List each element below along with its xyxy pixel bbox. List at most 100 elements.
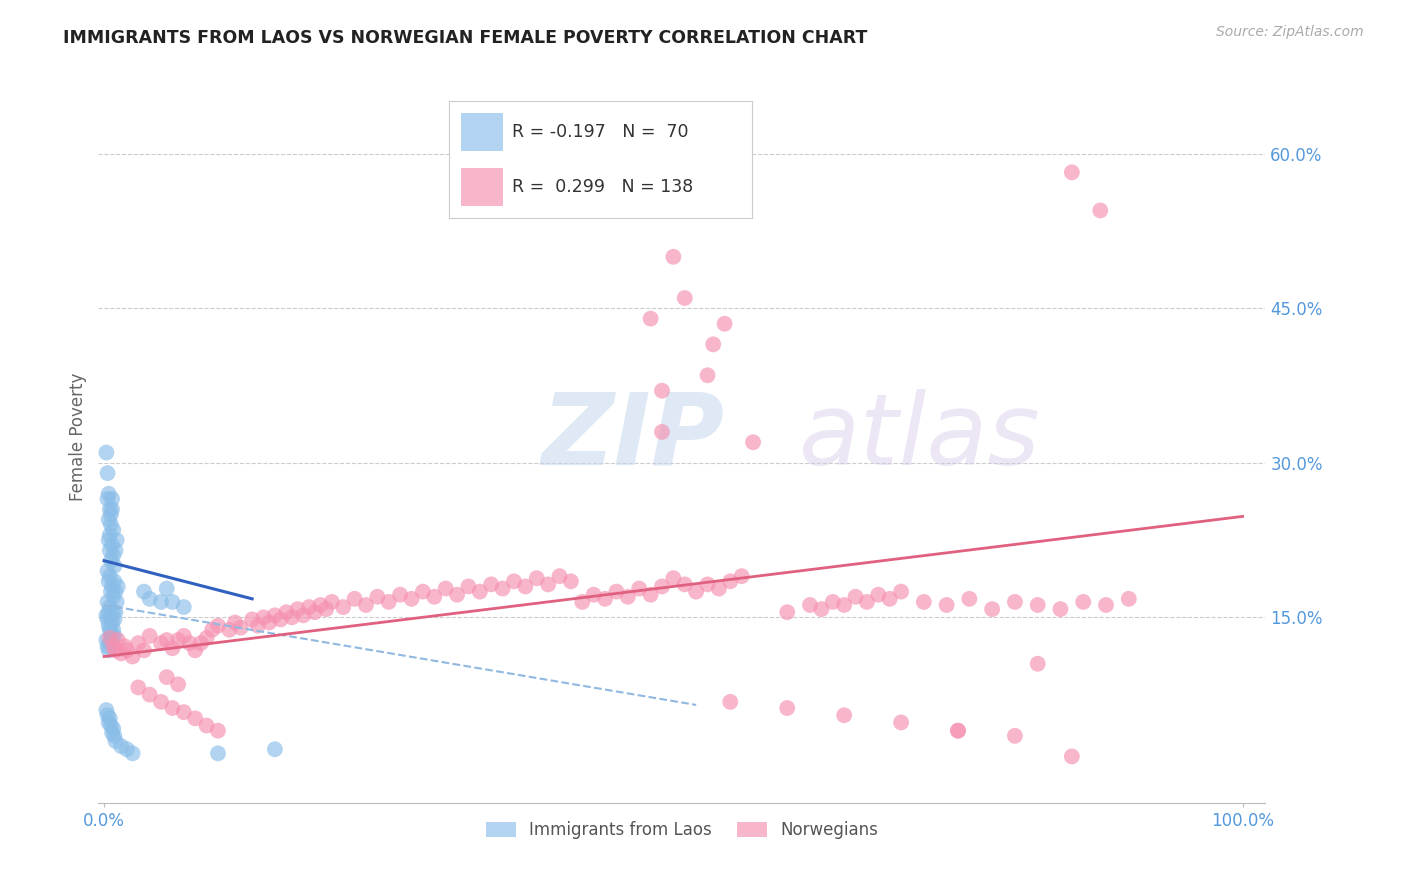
Point: [240, 612, 263, 626]
Point: [479, 577, 502, 591]
Point: [640, 311, 662, 326]
Point: [138, 591, 160, 606]
Point: [105, 595, 128, 609]
Point: [1060, 165, 1083, 179]
Point: [662, 571, 685, 585]
Point: [100, 625, 122, 640]
Point: [1118, 591, 1140, 606]
Point: [127, 636, 149, 650]
Point: [103, 590, 125, 604]
Point: [673, 291, 696, 305]
Point: [103, 623, 125, 637]
Point: [201, 623, 224, 637]
Point: [98, 543, 121, 558]
Point: [218, 623, 240, 637]
Point: [101, 491, 124, 506]
Point: [100, 508, 122, 522]
Point: [207, 747, 229, 761]
Point: [890, 715, 912, 730]
Point: [651, 425, 673, 439]
Point: [560, 574, 582, 589]
Point: [844, 590, 866, 604]
Point: [276, 605, 298, 619]
Point: [156, 670, 179, 684]
Point: [101, 538, 124, 552]
Y-axis label: Female Poverty: Female Poverty: [69, 373, 87, 501]
Point: [503, 574, 526, 589]
Point: [97, 715, 120, 730]
Point: [103, 605, 125, 619]
Point: [702, 337, 724, 351]
Point: [264, 742, 287, 756]
Point: [105, 533, 128, 547]
Point: [1095, 598, 1118, 612]
Point: [96, 608, 118, 623]
Point: [229, 621, 252, 635]
Point: [138, 688, 160, 702]
Point: [173, 705, 195, 719]
Point: [96, 466, 118, 480]
Point: [446, 588, 468, 602]
Point: [696, 368, 718, 383]
Point: [617, 590, 640, 604]
Point: [97, 487, 120, 501]
Point: [696, 577, 718, 591]
Point: [97, 512, 120, 526]
Point: [298, 600, 321, 615]
Point: [707, 582, 730, 596]
Point: [162, 641, 184, 656]
Point: [1004, 729, 1026, 743]
Point: [799, 598, 821, 612]
Point: [957, 591, 980, 606]
Point: [304, 605, 326, 619]
Point: [104, 605, 127, 619]
Point: [150, 595, 173, 609]
Point: [103, 558, 125, 573]
Point: [366, 590, 388, 604]
Point: [457, 579, 479, 593]
Point: [252, 610, 274, 624]
Point: [651, 384, 673, 398]
Point: [96, 445, 118, 459]
Point: [912, 595, 935, 609]
Point: [651, 579, 673, 593]
Point: [1026, 598, 1049, 612]
Point: [98, 502, 121, 516]
Point: [114, 639, 136, 653]
Point: [195, 718, 218, 732]
Point: [103, 523, 125, 537]
Point: [96, 491, 118, 506]
Point: [96, 633, 118, 648]
Point: [401, 591, 423, 606]
Point: [673, 577, 696, 591]
Point: [150, 636, 173, 650]
Point: [628, 582, 651, 596]
Point: [468, 584, 491, 599]
Point: [107, 633, 129, 648]
Point: [100, 517, 122, 532]
Point: [173, 600, 195, 615]
Point: [103, 629, 125, 643]
Point: [434, 582, 457, 596]
Point: [101, 579, 124, 593]
Point: [96, 564, 118, 578]
Point: [856, 595, 879, 609]
Point: [526, 571, 548, 585]
Point: [97, 574, 120, 589]
Point: [96, 595, 118, 609]
Point: [1071, 595, 1094, 609]
Point: [162, 701, 184, 715]
Point: [110, 647, 132, 661]
Point: [98, 623, 121, 637]
Point: [195, 631, 218, 645]
Point: [121, 649, 143, 664]
Point: [103, 612, 125, 626]
Point: [97, 643, 120, 657]
Point: [96, 639, 118, 653]
Point: [103, 639, 125, 653]
Point: [321, 595, 343, 609]
Point: [582, 588, 605, 602]
Point: [946, 723, 969, 738]
Point: [879, 591, 901, 606]
Point: [207, 618, 229, 632]
